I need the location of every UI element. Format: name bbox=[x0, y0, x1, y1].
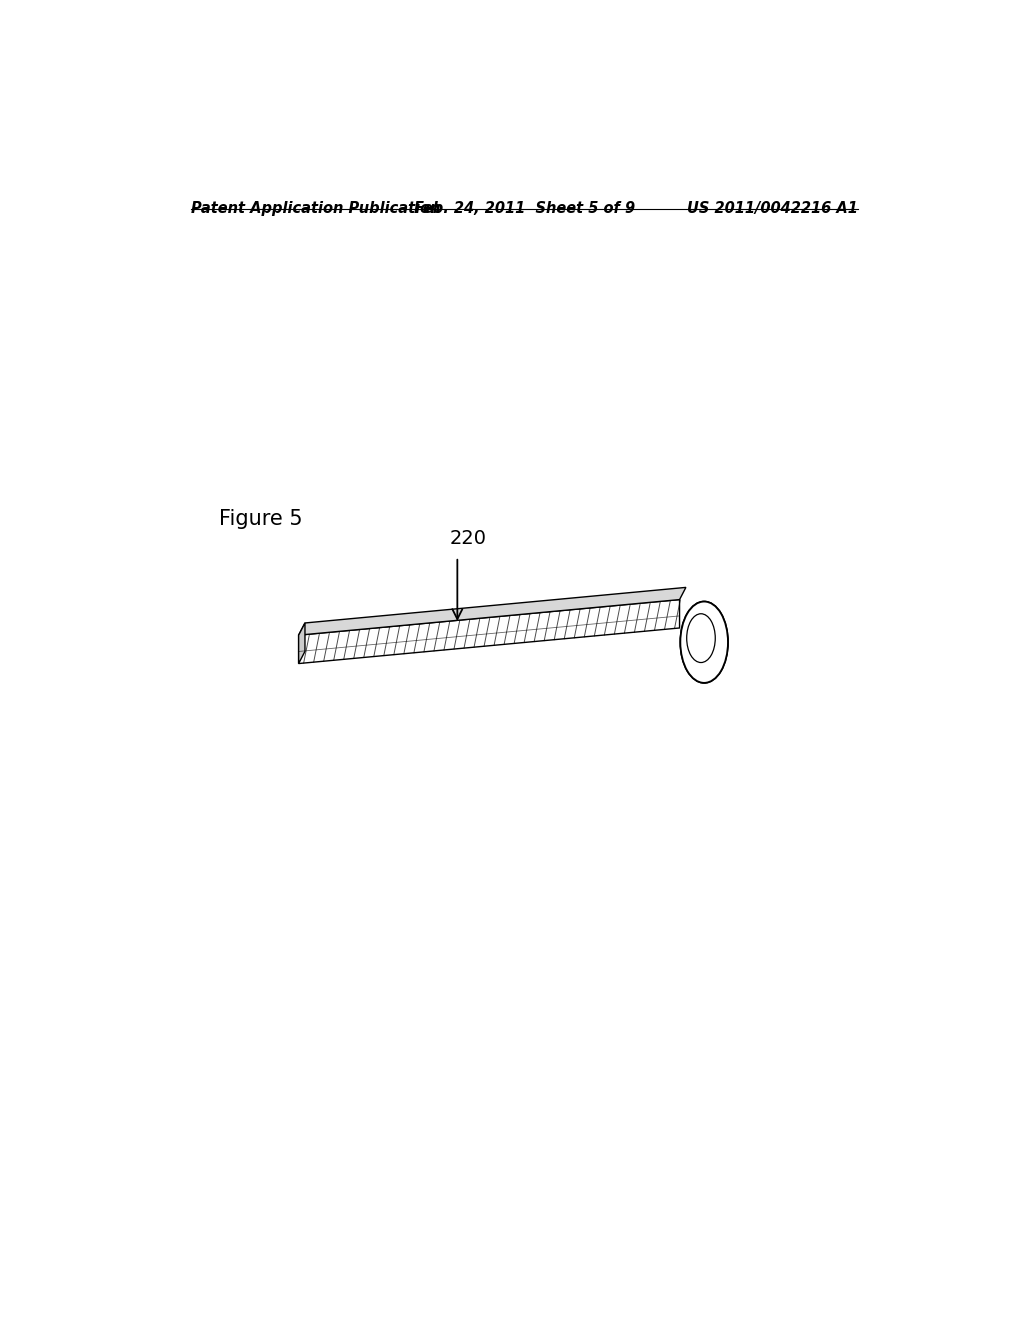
Text: Patent Application Publication: Patent Application Publication bbox=[191, 201, 441, 216]
Ellipse shape bbox=[680, 602, 728, 682]
Text: Feb. 24, 2011  Sheet 5 of 9: Feb. 24, 2011 Sheet 5 of 9 bbox=[415, 201, 635, 216]
Polygon shape bbox=[299, 587, 686, 635]
Polygon shape bbox=[299, 599, 680, 664]
Text: 220: 220 bbox=[450, 529, 486, 548]
Polygon shape bbox=[299, 623, 305, 664]
Ellipse shape bbox=[680, 602, 728, 682]
Ellipse shape bbox=[680, 602, 728, 682]
Text: Figure 5: Figure 5 bbox=[219, 510, 303, 529]
Text: US 2011/0042216 A1: US 2011/0042216 A1 bbox=[687, 201, 858, 216]
